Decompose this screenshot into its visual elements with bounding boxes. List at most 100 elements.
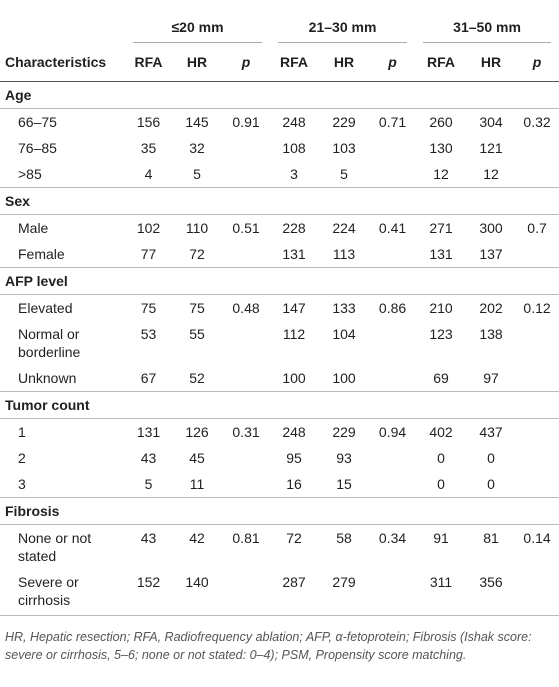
- data-row: Elevated 75 75 0.48 147 133 0.86 210 202 0.12: [0, 295, 559, 322]
- cell: 100: [332, 370, 356, 386]
- cell: [222, 321, 270, 365]
- cell: 113: [332, 246, 356, 262]
- cell: 121: [479, 140, 503, 156]
- row-label: 76–85: [18, 140, 57, 156]
- cell: 229: [332, 424, 356, 440]
- cell: 130: [429, 140, 453, 156]
- cell: 110: [185, 220, 209, 236]
- cell: 12: [483, 166, 499, 182]
- column-header: RFA: [125, 45, 172, 82]
- data-row: 1 131 126 0.31 248 229 0.94 402 437: [0, 419, 559, 446]
- data-row: Female 77 72 131 113 131 137: [0, 241, 559, 268]
- cell: 81: [483, 530, 499, 546]
- row-label: 3: [18, 476, 26, 492]
- cell: [515, 471, 559, 498]
- cell: 145: [185, 114, 209, 130]
- data-row: >85 4 5 3 5 12 12: [0, 161, 559, 188]
- cell: 402: [429, 424, 453, 440]
- row-label: Unknown: [18, 370, 77, 386]
- cell: 0: [437, 476, 445, 492]
- cell: 0.81: [232, 530, 260, 546]
- section-row: AFP level: [0, 267, 559, 295]
- cell: 228: [282, 220, 306, 236]
- data-row: 76–85 35 32 108 103 130 121: [0, 135, 559, 161]
- cell: 53: [140, 326, 157, 342]
- cell: 138: [479, 326, 503, 342]
- column-header: p: [515, 45, 559, 82]
- section-title: Tumor count: [0, 391, 559, 419]
- column-header: HR: [467, 45, 516, 82]
- cell: [515, 321, 559, 365]
- data-row: 2 43 45 95 93 0 0: [0, 445, 559, 471]
- cell: 137: [479, 246, 503, 262]
- cell: 260: [429, 114, 453, 130]
- cell: 69: [433, 370, 449, 386]
- cell: 72: [286, 530, 302, 546]
- row-label: 2: [18, 450, 26, 466]
- group-header: 21–30 mm: [270, 0, 415, 45]
- column-header: RFA: [270, 45, 319, 82]
- row-label: Male: [18, 220, 49, 236]
- cell: [515, 365, 559, 392]
- cell: [515, 241, 559, 268]
- table-body: ≤20 mm 21–30 mm 31–50 mm Characteristics RFA…: [0, 0, 559, 616]
- cell: 5: [193, 166, 201, 182]
- cell: 32: [189, 140, 205, 156]
- group-header: ≤20 mm: [125, 0, 270, 45]
- data-row: None or not stated 43 42 0.81 72 58 0.34 91 81 0.…: [0, 525, 559, 570]
- empty-cell: [0, 0, 125, 45]
- row-label: 66–75: [18, 114, 57, 130]
- cell: 104: [332, 326, 356, 342]
- cell: [370, 241, 415, 268]
- cell: 300: [479, 220, 503, 236]
- group-header: 31–50 mm: [415, 0, 559, 45]
- cell: [515, 161, 559, 188]
- cell: [222, 161, 270, 188]
- data-row: Severe or cirrhosis 152 140 287 279 311 356: [0, 569, 559, 616]
- cell: 0.34: [378, 530, 407, 546]
- cell: 152: [125, 569, 172, 616]
- cell: [222, 471, 270, 498]
- section-title: Sex: [0, 187, 559, 215]
- cell: [222, 569, 271, 616]
- cell: 279: [318, 569, 371, 616]
- cell: 0: [487, 450, 495, 466]
- cell: 304: [479, 114, 503, 130]
- cell: 95: [286, 450, 302, 466]
- cell: [370, 445, 415, 471]
- cell: 229: [332, 114, 356, 130]
- cell: 108: [282, 140, 306, 156]
- section-row: Tumor count: [0, 391, 559, 419]
- cell: 287: [270, 569, 319, 616]
- cell: [515, 419, 559, 446]
- cell: 42: [189, 530, 205, 546]
- cell: 3: [290, 166, 298, 182]
- cell: 0: [437, 450, 445, 466]
- cell: [222, 135, 270, 161]
- cell: [515, 445, 559, 471]
- column-header-row: Characteristics RFA HR p RFA HR p RFA HR p: [0, 45, 559, 82]
- group-label: 21–30 mm: [278, 18, 408, 43]
- cell: 15: [336, 476, 352, 492]
- cell: 248: [282, 114, 306, 130]
- cell: 123: [429, 326, 453, 342]
- cell: 131: [136, 424, 161, 440]
- section-row: Sex: [0, 187, 559, 215]
- cell: 248: [282, 424, 306, 440]
- section-row: Age: [0, 81, 559, 109]
- cell: 12: [433, 166, 449, 182]
- cell: 0: [487, 476, 495, 492]
- cell: 91: [433, 530, 449, 546]
- cell: 147: [282, 300, 306, 316]
- cell: 75: [189, 300, 205, 316]
- cell: 0.31: [232, 424, 260, 440]
- group-header-row: ≤20 mm 21–30 mm 31–50 mm: [0, 0, 559, 45]
- data-row: Normal or borderline 53 55 112 104 123 138: [0, 321, 559, 365]
- cell: [515, 569, 559, 616]
- group-label: ≤20 mm: [133, 18, 263, 43]
- cell: 67: [140, 370, 157, 386]
- column-header: RFA: [415, 45, 468, 82]
- row-label: 1: [18, 424, 26, 440]
- cell: 437: [479, 424, 503, 440]
- cell: 140: [172, 569, 222, 616]
